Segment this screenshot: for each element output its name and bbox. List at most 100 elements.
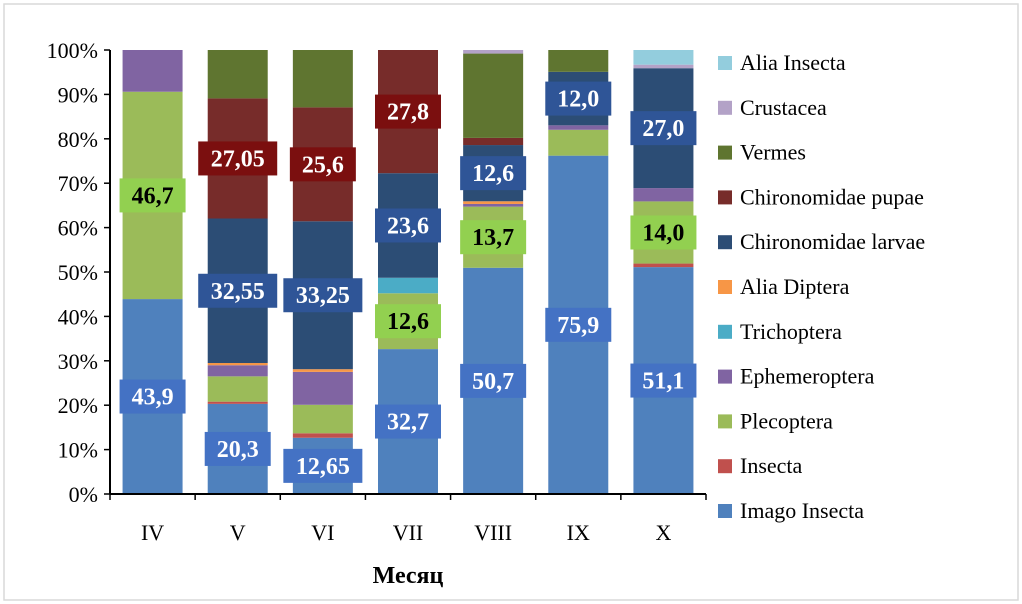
y-tick-label: 10% xyxy=(58,438,98,463)
data-label-box xyxy=(375,94,441,129)
bar-segment-ix-plecoptera xyxy=(548,129,609,156)
data-label-vii-imago-insecta: 32,7 xyxy=(375,404,441,439)
data-label-text: 27,05 xyxy=(211,146,265,172)
x-tick-label-v: V xyxy=(230,520,246,545)
data-label-box xyxy=(460,220,527,255)
x-tick-label-iv: IV xyxy=(141,520,164,545)
data-label-box xyxy=(119,379,186,414)
axes-group: 0% 10% 20% 30% 40% 50% 60% 70% 80% 90% 100% IV V VI VI… xyxy=(47,38,707,545)
data-label-text: 12,6 xyxy=(387,309,429,335)
data-label-iv-plecoptera: 46,7 xyxy=(119,178,186,213)
data-label-text: 46,7 xyxy=(132,183,174,209)
data-labels-group: 43,9 46,7 20,3 32,55 27,05 12,65 33,25 25,6 32,7… xyxy=(119,81,697,483)
legend-swatch xyxy=(718,280,732,294)
bar-segment-vi-insecta xyxy=(292,433,353,438)
data-label-box xyxy=(375,304,441,339)
legend-label: Trichoptera xyxy=(740,319,842,344)
data-label-x-plecoptera: 14,0 xyxy=(630,215,697,250)
data-label-ix-imago-insecta: 75,9 xyxy=(545,307,612,342)
legend-swatch xyxy=(718,324,732,339)
data-label-viii-chironomidae-larvae: 12,6 xyxy=(460,156,527,191)
data-label-box xyxy=(283,278,363,313)
legend-item-ephemeroptera: Ephemeroptera xyxy=(718,364,875,389)
data-label-text: 33,25 xyxy=(296,283,350,309)
data-label-text: 25,6 xyxy=(302,152,344,178)
data-label-text: 50,7 xyxy=(472,369,514,395)
data-label-box xyxy=(460,363,527,398)
bar-segment-v-alia-diptera xyxy=(207,363,268,366)
bar-segment-x-ephemeroptera xyxy=(633,188,694,202)
data-label-v-chironomidae-larvae: 32,55 xyxy=(198,273,278,308)
data-label-text: 43,9 xyxy=(132,385,174,411)
y-tick-label: 60% xyxy=(58,216,98,241)
legend-item-chironomidae-pupae: Chironomidae pupae xyxy=(718,184,924,209)
legend-item-chironomidae-larvae: Chironomidae larvae xyxy=(718,229,925,254)
legend-swatch xyxy=(718,369,732,384)
legend-item-trichoptera: Trichoptera xyxy=(718,319,842,344)
bar-segment-vi-vermes xyxy=(292,50,353,108)
y-tick-label: 70% xyxy=(58,171,98,196)
data-label-box xyxy=(375,404,441,439)
data-label-text: 13,7 xyxy=(472,225,514,251)
bar-segment-v-vermes xyxy=(207,50,268,99)
legend-label: Vermes xyxy=(740,140,806,165)
y-tick-label: 90% xyxy=(58,82,98,107)
data-label-box xyxy=(198,141,278,176)
bar-segment-viii-crustacea xyxy=(463,50,524,54)
data-label-box xyxy=(198,273,278,308)
x-tick-label-x: X xyxy=(655,520,671,545)
data-label-text: 75,9 xyxy=(557,313,599,339)
bar-segment-vii-trichoptera xyxy=(378,277,438,294)
bar-segment-viii-ephemeroptera xyxy=(463,203,524,207)
bar-segment-v-ephemeroptera xyxy=(207,365,268,377)
x-tick-label-ix: IX xyxy=(567,520,590,545)
bar-segment-x-alia-insecta xyxy=(633,50,694,65)
data-label-text: 12,6 xyxy=(472,161,514,187)
legend-item-alia-insecta: Alia Insecta xyxy=(718,50,846,75)
data-label-vii-chironomidae-larvae: 23,6 xyxy=(375,208,441,243)
data-label-box xyxy=(545,81,612,116)
legend-label: Chironomidae larvae xyxy=(740,229,925,254)
legend-swatch xyxy=(718,504,732,518)
legend-swatch xyxy=(718,100,732,115)
bar-segment-vi-alia-diptera xyxy=(292,369,353,372)
data-label-box xyxy=(545,307,612,342)
data-label-ix-chironomidae-larvae: 12,0 xyxy=(545,81,612,116)
legend-label: Ephemeroptera xyxy=(740,364,875,389)
legend-item-imago-insecta: Imago Insecta xyxy=(718,498,864,523)
bar-segment-ix-ephemeroptera xyxy=(548,125,609,130)
bar-segment-viii-vermes xyxy=(463,53,524,138)
data-label-box xyxy=(289,147,356,182)
data-label-box xyxy=(375,208,441,243)
data-label-box xyxy=(460,156,527,191)
data-label-vi-chironomidae-pupae: 25,6 xyxy=(289,147,356,182)
data-label-text: 32,55 xyxy=(211,279,265,305)
bar-segment-x-crustacea xyxy=(633,64,694,69)
data-label-text: 23,6 xyxy=(387,213,429,239)
data-label-text: 32,7 xyxy=(387,410,429,436)
x-axis-title: Месяц xyxy=(373,563,444,589)
y-tick-label: 80% xyxy=(58,127,98,152)
legend-swatch xyxy=(718,56,732,70)
data-label-vii-plecoptera: 12,6 xyxy=(375,304,441,339)
legend-item-plecoptera: Plecoptera xyxy=(718,408,833,433)
legend-label: Insecta xyxy=(740,453,803,478)
bar-segment-ix-vermes xyxy=(548,50,609,72)
y-tick-label: 30% xyxy=(58,349,98,374)
legend: Alia Insecta Crustacea Vermes Chironomidae … xyxy=(718,50,925,523)
x-tick-label-viii: VIII xyxy=(474,520,512,545)
y-tick-label: 100% xyxy=(47,38,98,63)
bar-segment-v-insecta xyxy=(207,401,268,404)
legend-swatch xyxy=(718,414,732,429)
y-tick-label: 40% xyxy=(58,304,98,329)
legend-swatch xyxy=(718,235,732,250)
data-label-box xyxy=(283,448,363,483)
legend-item-alia-diptera: Alia Diptera xyxy=(718,274,850,299)
x-tick-label-vi: VI xyxy=(311,520,334,545)
bar-segment-x-insecta xyxy=(633,263,694,268)
y-tick-label: 0% xyxy=(69,482,98,507)
y-tick-label: 50% xyxy=(58,260,98,285)
bar-segment-v-plecoptera xyxy=(207,376,268,402)
data-label-text: 14,0 xyxy=(642,220,684,246)
legend-label: Chironomidae pupae xyxy=(740,184,924,209)
